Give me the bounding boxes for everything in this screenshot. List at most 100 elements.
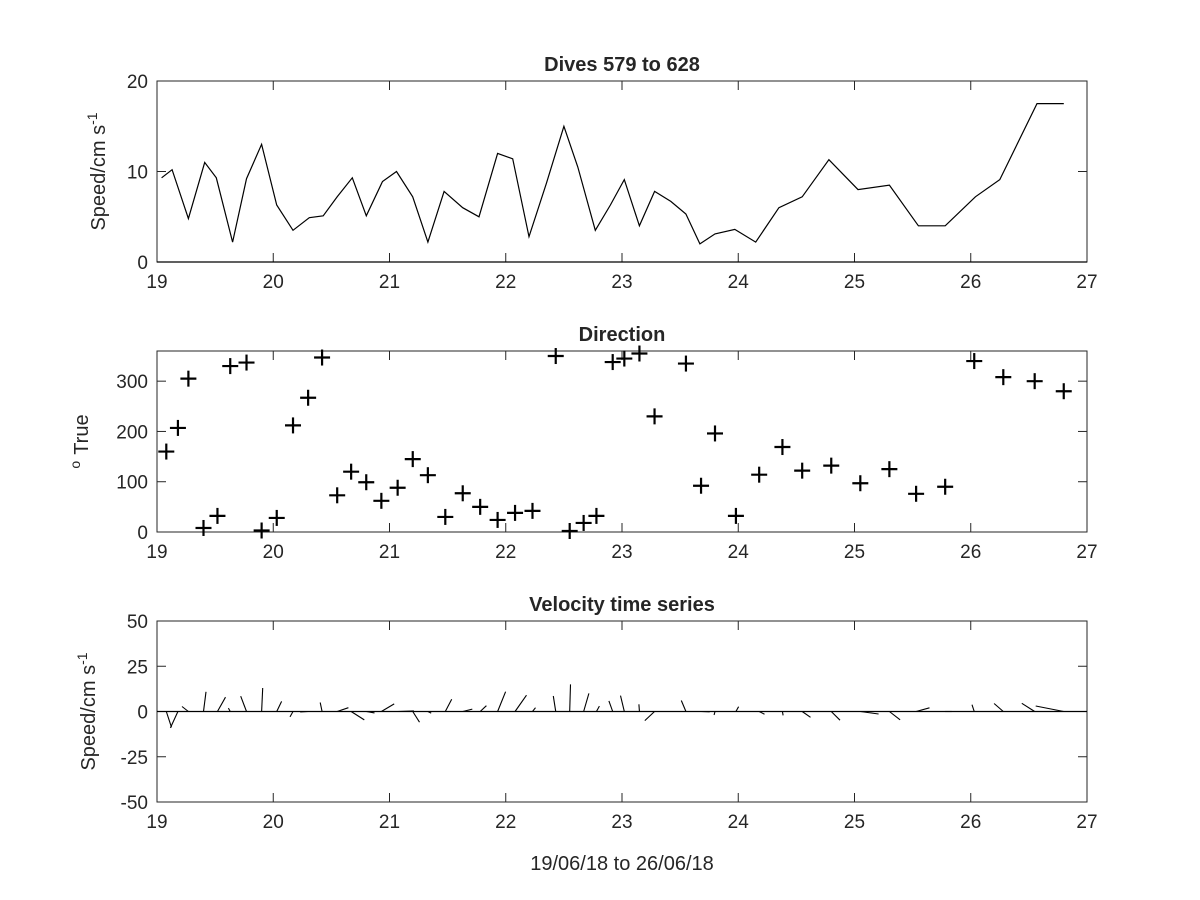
x-tick-label: 25 (844, 812, 865, 833)
x-tick-label: 24 (728, 272, 750, 293)
x-tick-label: 23 (611, 272, 632, 293)
direction-point (727, 507, 744, 524)
y-tick-label: 200 (116, 422, 148, 443)
direction-point (881, 461, 898, 478)
direction-point (631, 345, 648, 362)
x-tick-label: 26 (960, 812, 981, 833)
speed-ylabel-text: Speed/cm s (88, 125, 110, 231)
velocity-stick (276, 701, 283, 712)
x-tick-label: 21 (379, 272, 400, 293)
velocity-stick (227, 707, 231, 712)
direction-point (1026, 373, 1043, 390)
speed-ylabel-sup: -1 (84, 112, 100, 125)
velocity-stick (366, 710, 375, 714)
direction-point (195, 519, 212, 536)
y-tick-label: -25 (121, 748, 148, 769)
velocity-title: Velocity time series (529, 594, 715, 616)
velocity-stick (915, 707, 930, 713)
velocity-stick (1021, 702, 1035, 712)
x-tick-label: 22 (495, 812, 516, 833)
y-tick-label: 100 (116, 473, 148, 494)
direction-point (707, 425, 723, 442)
direction-point (604, 354, 621, 371)
speed-panel: 19 20 21 22 23 24 25 26 27 0 10 20 Dives 579 to 628… (84, 54, 1098, 293)
direction-point (472, 498, 489, 515)
y-tick-label: 0 (137, 253, 148, 274)
direction-point (158, 443, 175, 460)
direction-ticks: 19 20 21 22 23 24 25 26 27 0 100 200 300 (116, 351, 1098, 563)
direction-point (222, 358, 239, 375)
direction-ylabel-sup: o (67, 461, 83, 469)
x-tick-label: 20 (263, 812, 284, 833)
velocity-stick (971, 704, 975, 712)
direction-point (852, 475, 869, 492)
direction-point (419, 467, 436, 484)
velocity-stick (552, 695, 557, 712)
direction-point (253, 522, 270, 539)
x-tick-label: 26 (960, 542, 981, 563)
velocity-stick (801, 711, 811, 718)
x-tick-label: 27 (1076, 542, 1097, 563)
x-tick-label: 23 (611, 542, 632, 563)
x-tick-label: 27 (1076, 272, 1097, 293)
velocity-stick (713, 711, 716, 716)
velocity-stick (608, 700, 614, 712)
velocity-stick (216, 696, 226, 712)
velocity-stick (680, 700, 687, 712)
direction-point (285, 417, 302, 434)
direction-point (454, 485, 471, 502)
y-tick-label: 300 (116, 372, 148, 393)
direction-point (209, 507, 226, 524)
velocity-xlabel: 19/06/18 to 26/06/18 (530, 853, 714, 875)
velocity-stick (181, 706, 189, 712)
speed-ylabel: Speed/cm s-1 (84, 112, 110, 230)
velocity-stick (497, 691, 507, 712)
speed-series (157, 102, 1087, 263)
velocity-ylabel-sup: -1 (74, 652, 90, 665)
direction-point (561, 522, 578, 539)
direction-title: Direction (579, 324, 666, 346)
velocity-stick (514, 694, 527, 712)
x-tick-label: 23 (611, 812, 632, 833)
direction-series (158, 345, 1072, 539)
y-tick-label: 10 (127, 163, 148, 184)
velocity-stick (830, 711, 841, 721)
velocity-stick (202, 691, 207, 712)
direction-point (389, 479, 406, 496)
direction-point (180, 370, 197, 387)
y-tick-label: 20 (127, 72, 148, 93)
direction-point (693, 477, 710, 494)
velocity-stick (532, 707, 536, 712)
direction-point (524, 502, 541, 519)
speed-title: Dives 579 to 628 (544, 54, 700, 76)
x-tick-label: 19 (146, 812, 167, 833)
velocity-stick (781, 711, 784, 716)
direction-point (507, 504, 524, 521)
direction-point (238, 354, 255, 371)
direction-point (908, 485, 925, 502)
velocity-stick (261, 687, 264, 712)
velocity-stick (289, 711, 294, 718)
direction-point (373, 492, 390, 509)
velocity-stick (319, 702, 323, 712)
y-tick-label: -50 (121, 793, 148, 814)
velocity-panel: 19 20 21 22 23 24 25 26 27 -50 -25 0 25 50 Velocity t… (74, 594, 1098, 875)
direction-panel: 19 20 21 22 23 24 25 26 27 0 100 200 300 Direction o… (67, 324, 1098, 563)
direction-point (489, 511, 506, 528)
direction-point (616, 350, 633, 367)
velocity-stick (444, 699, 453, 712)
direction-point (404, 451, 421, 468)
direction-point (437, 508, 454, 525)
velocity-stick (993, 703, 1004, 712)
velocity-series (157, 684, 1087, 729)
direction-point (794, 462, 811, 479)
direction-point (588, 507, 605, 524)
x-tick-label: 22 (495, 272, 516, 293)
velocity-stick (397, 710, 414, 713)
direction-point (751, 466, 768, 483)
velocity-stick (619, 695, 625, 712)
velocity-stick (462, 708, 473, 713)
velocity-stick (300, 710, 309, 713)
direction-point (343, 463, 360, 480)
